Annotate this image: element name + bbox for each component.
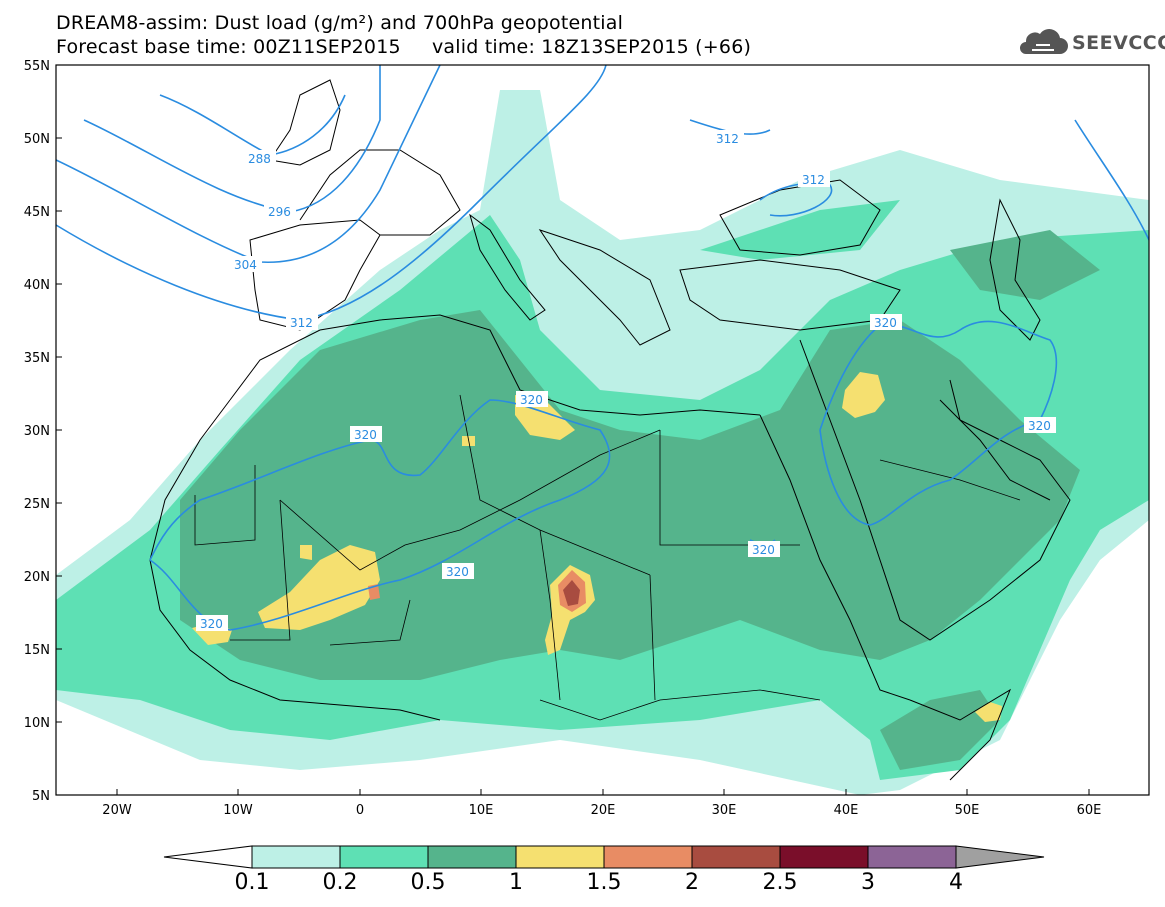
colorbar-swatch — [339, 845, 429, 869]
lat-tick: 50N — [24, 132, 50, 147]
colorbar-low-arrow — [163, 845, 253, 869]
contour-label: 312 — [716, 132, 739, 146]
contour-label: 320 — [200, 617, 223, 631]
colorbar-swatch — [691, 845, 781, 869]
lat-tick: 30N — [24, 424, 50, 439]
contour-label: 320 — [752, 543, 775, 557]
colorbar — [163, 845, 1045, 869]
colorbar-label: 2.5 — [762, 870, 798, 895]
lat-tick: 55N — [24, 59, 50, 74]
lon-tick: 20E — [591, 803, 616, 818]
logo: SEEVCCC — [1018, 28, 1165, 58]
contour-labels: 288 296 304 312 312 312 320 320 320 320 … — [196, 130, 1056, 631]
lat-tick: 20N — [24, 570, 50, 585]
colorbar-label: 0.1 — [234, 870, 270, 895]
contour-label: 320 — [1028, 419, 1051, 433]
contour-label: 320 — [520, 393, 543, 407]
lat-tick: 35N — [24, 351, 50, 366]
colorbar-high-arrow — [955, 845, 1045, 869]
colorbar-label: 1 — [509, 870, 523, 895]
cloud-icon — [1020, 29, 1068, 54]
colorbar-label: 0.2 — [322, 870, 358, 895]
colorbar-label: 2 — [685, 870, 699, 895]
lon-tick: 60E — [1077, 803, 1102, 818]
lat-tick: 15N — [24, 643, 50, 658]
lon-tick: 0 — [356, 803, 364, 818]
contour-label: 304 — [234, 258, 257, 272]
colorbar-swatch — [603, 845, 693, 869]
contour-label: 312 — [802, 173, 825, 187]
lon-tick: 30E — [712, 803, 737, 818]
dust-layer-2 — [563, 580, 580, 606]
colorbar-swatch — [779, 845, 869, 869]
lat-tick: 45N — [24, 205, 50, 220]
map-subtitle: Forecast base time: 00Z11SEP2015 valid t… — [56, 36, 752, 58]
logo-text: SEEVCCC — [1072, 32, 1165, 54]
lon-tick: 20W — [102, 803, 132, 818]
lat-tick: 10N — [24, 716, 50, 731]
lon-tick: 10W — [223, 803, 253, 818]
contour-label: 320 — [354, 428, 377, 442]
lat-tick: 25N — [24, 497, 50, 512]
lat-tick: 40N — [24, 278, 50, 293]
lon-tick: 10E — [469, 803, 494, 818]
country-borders — [194, 394, 1021, 721]
contour-label: 296 — [268, 205, 291, 219]
contour-label: 320 — [446, 565, 469, 579]
colorbar-label: 1.5 — [586, 870, 622, 895]
colorbar-label: 4 — [949, 870, 963, 895]
colorbar-swatch — [515, 845, 605, 869]
coastlines — [149, 79, 1071, 781]
map-title: DREAM8-assim: Dust load (g/m²) and 700hP… — [56, 12, 624, 34]
colorbar-swatch — [427, 845, 517, 869]
lat-tick: 5N — [32, 789, 50, 804]
contour-label: 312 — [290, 316, 313, 330]
lat-axis: 55N 50N 45N 40N 35N 30N 25N 20N 15N 10N … — [24, 59, 62, 804]
colorbar-swatch — [867, 845, 957, 869]
lon-tick: 50E — [955, 803, 980, 818]
lon-tick: 40E — [834, 803, 859, 818]
colorbar-swatch — [251, 845, 341, 869]
contour-label: 320 — [874, 316, 897, 330]
contour-label: 288 — [248, 152, 271, 166]
lon-axis: 20W 10W 0 10E 20E 30E 40E 50E 60E — [102, 789, 1101, 818]
colorbar-label: 0.5 — [410, 870, 446, 895]
colorbar-label: 3 — [861, 870, 875, 895]
